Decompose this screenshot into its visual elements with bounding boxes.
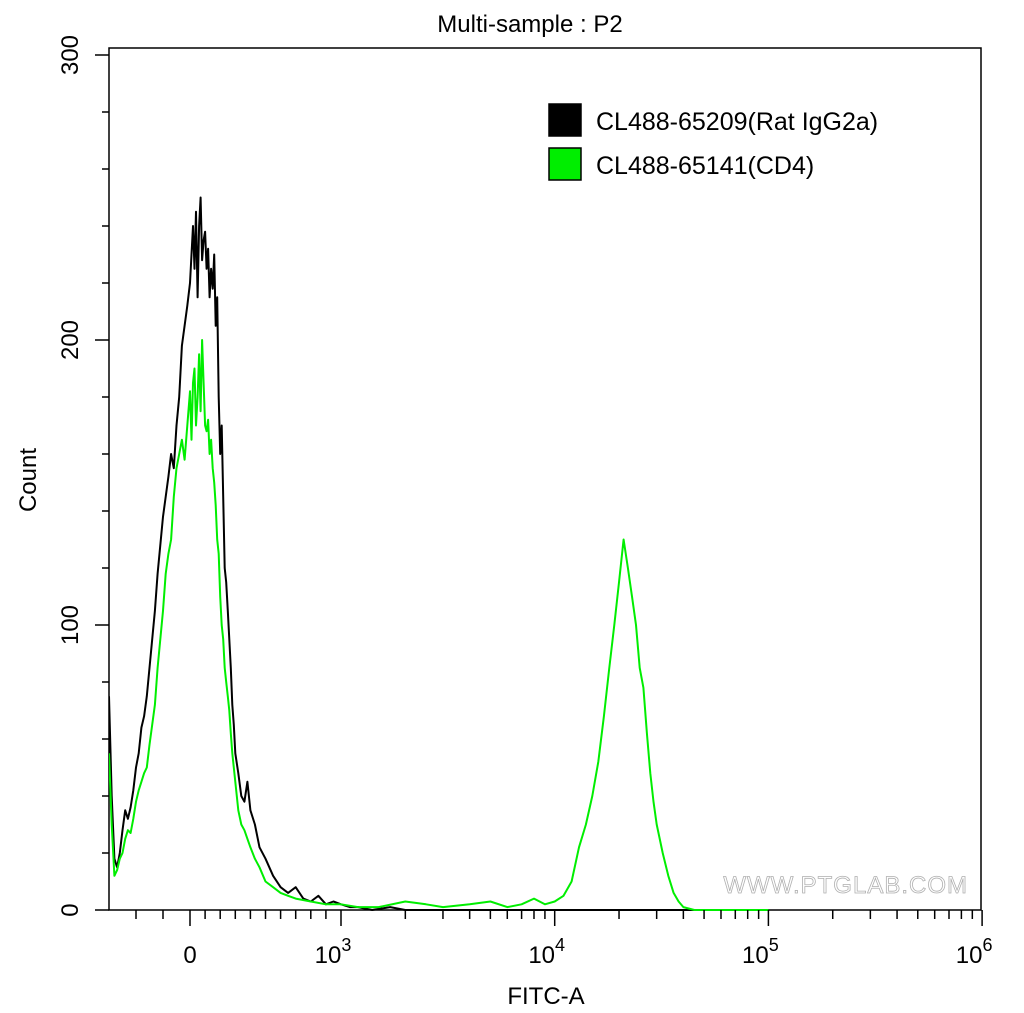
- x-tick-label: 103: [315, 935, 352, 969]
- legend: CL488-65209(Rat IgG2a) CL488-65141(CD4): [548, 103, 878, 181]
- series-line-1: [109, 196, 769, 911]
- watermark: WWW.PTGLAB.COM: [723, 872, 968, 899]
- legend-swatch-1: [548, 103, 582, 137]
- y-axis: 0 100 200 300: [57, 35, 109, 917]
- legend-label-2: CL488-65141(CD4): [596, 152, 814, 180]
- x-axis: 0 103 104 105 106: [135, 910, 993, 969]
- x-tick-label: 105: [742, 935, 779, 969]
- x-axis-label: FITC-A: [507, 983, 584, 1010]
- y-tick-label: 200: [57, 320, 84, 360]
- y-tick-label: 300: [57, 35, 84, 75]
- x-tick-label: 0: [183, 942, 196, 969]
- x-tick-label: 104: [528, 935, 565, 969]
- y-axis-label: Count: [15, 448, 42, 512]
- y-tick-label: 0: [57, 903, 84, 916]
- x-tick-label: 106: [956, 935, 993, 969]
- chart-title: Multi-sample : P2: [437, 11, 622, 38]
- legend-swatch-2: [548, 147, 582, 181]
- series-layer: [109, 196, 769, 911]
- series-line-2: [109, 339, 769, 911]
- legend-label-1: CL488-65209(Rat IgG2a): [596, 108, 878, 136]
- y-tick-label: 100: [57, 605, 84, 645]
